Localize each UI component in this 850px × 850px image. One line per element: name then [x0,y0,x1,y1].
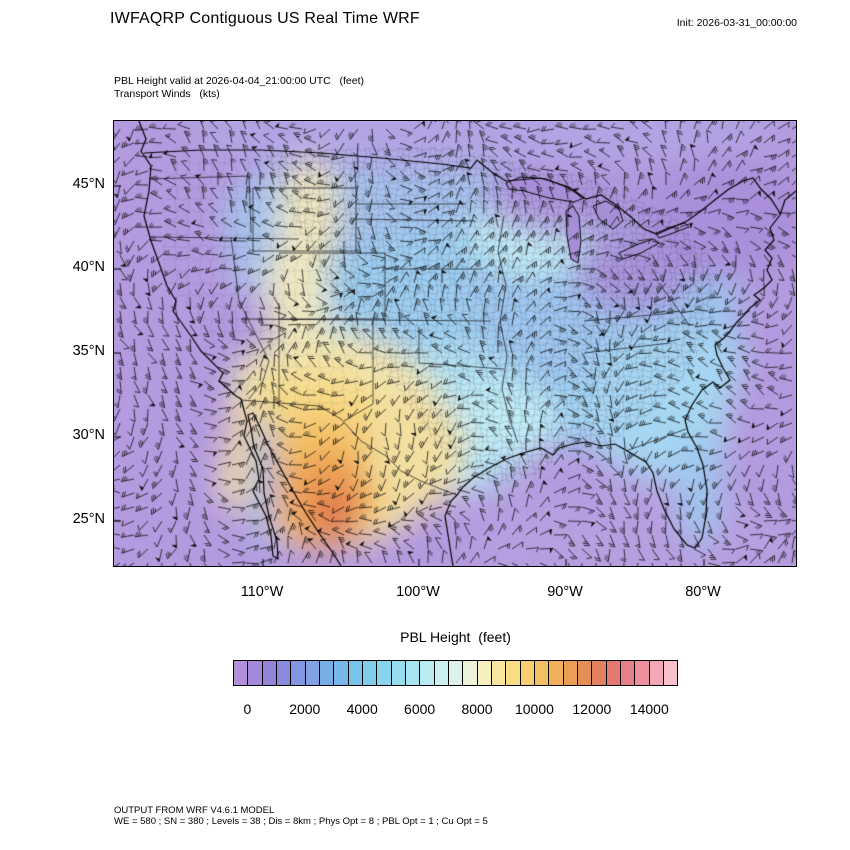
colorbar-cell [592,661,607,685]
valid-time-label: PBL Height valid at 2026-04-04_21:00:00 … [114,75,365,87]
colorbar-cell [248,661,263,685]
latitude-tick-label: 25°N [72,511,105,527]
latitude-tick-label: 30°N [72,427,105,443]
colorbar-cell [362,661,378,685]
longitude-tick-label: 100°W [396,584,440,600]
colorbar-cell [319,661,335,685]
colorbar-tick-label: 12000 [572,701,612,717]
colorbar-cell [262,661,277,685]
colorbar [233,660,678,686]
colorbar-cell [477,661,492,685]
model-config-line: WE = 580 ; SN = 380 ; Levels = 38 ; Dis … [114,816,488,827]
colorbar-title: PBL Height (feet) [400,629,511,645]
colorbar-cell [635,661,650,685]
colorbar-cell [276,661,292,685]
colorbar-tick-label: 10000 [514,701,554,717]
colorbar-cell [649,661,664,685]
colorbar-tick-labels: 0 2000 4000 6000 8000 10000 12000 14000 [233,701,678,719]
colorbar-cell [620,661,636,685]
colorbar-cell [520,661,535,685]
colorbar-tick-label: 8000 [461,701,493,717]
colorbar-cell [506,661,521,685]
colorbar-cell [463,661,478,685]
init-time-label: Init: 2026-03-31_00:00:00 [676,17,797,29]
colorbar-cell [334,661,349,685]
colorbar-cell [577,661,593,685]
colorbar-cell [563,661,578,685]
colorbar-tick-label: 2000 [289,701,321,717]
map-frame [113,120,797,567]
colorbar-tick-label: 4000 [346,701,378,717]
colorbar-cell [420,661,435,685]
colorbar-cell [549,661,564,685]
latitude-tick-label: 45°N [72,176,105,192]
colorbar-cell [348,661,363,685]
colorbar-cell [405,661,421,685]
longitude-tick-label: 90°W [547,584,583,600]
colorbar-cell [606,661,621,685]
colorbar-cell [663,661,678,685]
colorbar-cell [234,661,249,685]
longitude-tick-label: 110°W [240,584,284,600]
wind-units-label: Transport Winds (kts) [114,88,220,100]
colorbar-cell [391,661,406,685]
plot-title: IWFAQRP Contiguous US Real Time WRF [110,10,420,27]
map-overlay-canvas [114,121,796,566]
colorbar-cell [448,661,464,685]
colorbar-tick-label: 6000 [404,701,436,717]
colorbar-cell [534,661,550,685]
colorbar-cell [291,661,306,685]
colorbar-cell [377,661,392,685]
latitude-tick-label: 35°N [72,343,105,359]
colorbar-cell [305,661,320,685]
latitude-tick-label: 40°N [72,259,105,275]
longitude-tick-label: 80°W [685,584,721,600]
colorbar-cell [491,661,507,685]
colorbar-tick-label: 14000 [629,701,669,717]
colorbar-tick-label: 0 [243,701,252,717]
colorbar-cell [434,661,449,685]
model-version-line: OUTPUT FROM WRF V4.6.1 MODEL [114,805,275,816]
